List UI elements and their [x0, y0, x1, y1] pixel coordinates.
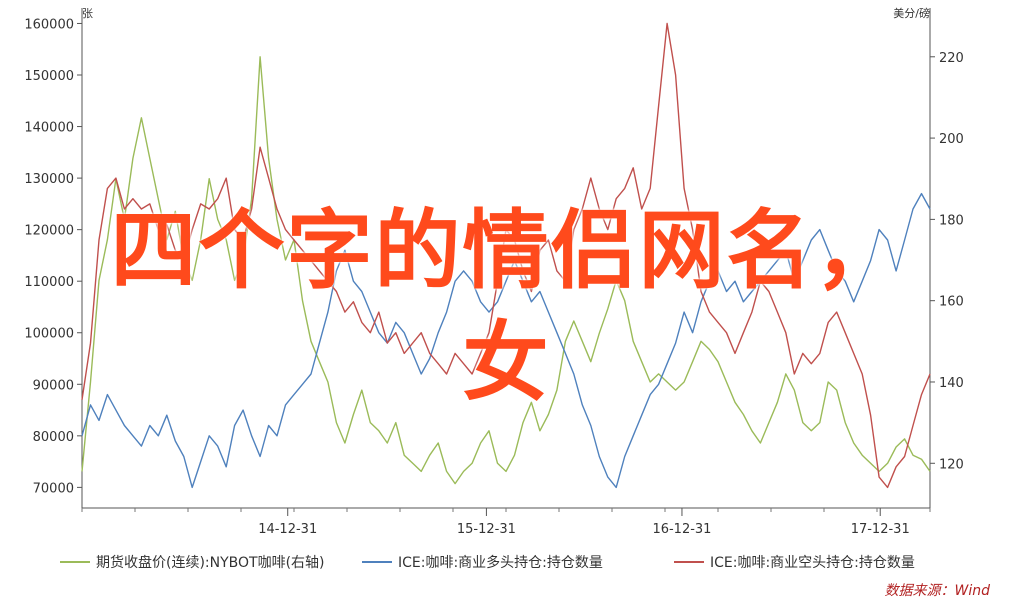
axes: 160000 150000 140000 130000 120000 110000 1000…: [24, 8, 964, 537]
left-tick-label: 120000: [24, 224, 74, 239]
left-tick-label: 100000: [24, 327, 74, 342]
left-tick-label: 70000: [33, 481, 74, 496]
right-axis-unit: 美分/磅: [893, 6, 930, 20]
x-tick-label: 17-12-31: [851, 522, 910, 537]
left-tick-label: 160000: [24, 17, 74, 32]
left-tick-label: 80000: [33, 430, 74, 445]
x-tick-label: 16-12-31: [652, 522, 711, 537]
legend: 期货收盘价(连续):NYBOT咖啡(右轴) ICE:咖啡:商业多头持仓:持仓数量 I…: [60, 554, 915, 571]
data-source: 数据来源：Wind: [885, 583, 991, 599]
series-line-0: [81, 56, 931, 485]
right-tick-label: 220: [939, 51, 964, 66]
left-tick-label: 150000: [24, 69, 74, 84]
x-tick-label: 15-12-31: [457, 522, 516, 537]
series-line-1: [81, 192, 931, 489]
left-tick-label: 140000: [24, 121, 74, 136]
right-tick-label: 180: [939, 213, 964, 228]
series-lines: [81, 22, 931, 489]
legend-label-2: ICE:咖啡:商业空头持仓:持仓数量: [710, 555, 915, 571]
series-line-2: [81, 22, 931, 489]
right-tick-label: 140: [939, 376, 964, 391]
left-tick-label: 110000: [24, 275, 74, 290]
right-tick-label: 120: [939, 457, 964, 472]
left-tick-label: 90000: [33, 378, 74, 393]
right-tick-label: 200: [939, 132, 964, 147]
right-tick-label: 160: [939, 295, 964, 310]
left-tick-label: 130000: [24, 172, 74, 187]
x-tick-label: 14-12-31: [258, 522, 317, 537]
legend-label-1: ICE:咖啡:商业多头持仓:持仓数量: [398, 554, 603, 571]
left-axis-unit: 张: [82, 7, 93, 20]
legend-label-0: 期货收盘价(连续):NYBOT咖啡(右轴): [96, 554, 325, 571]
